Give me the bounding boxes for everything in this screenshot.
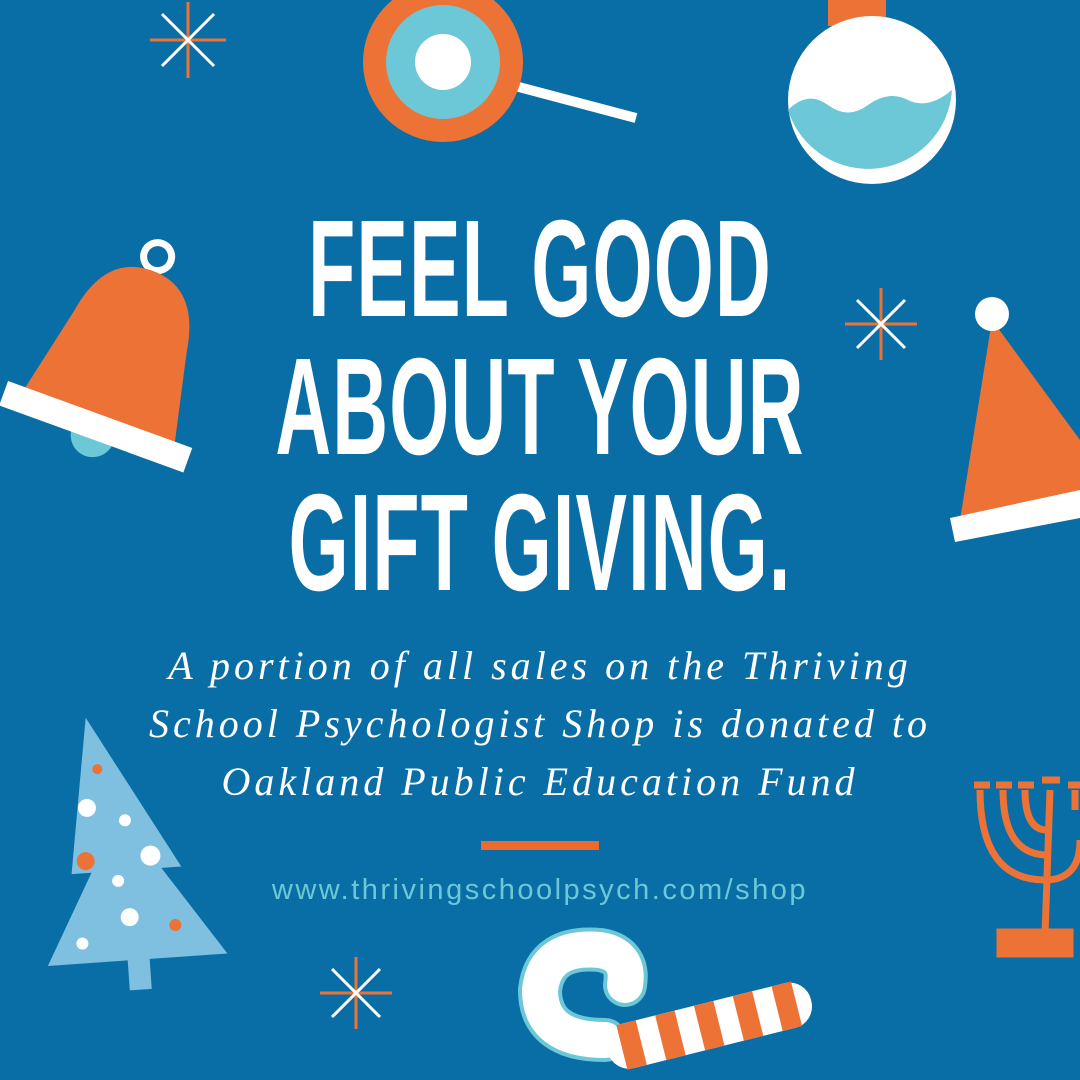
message-line-2: School Psychologist Shop is donated to (149, 701, 931, 746)
headline-line-1: FEEL GOOD (308, 192, 772, 346)
message-line-3: Oakland Public Education Fund (221, 759, 859, 804)
candy-cane-icon (517, 927, 812, 1070)
santa-hat-icon (950, 297, 1080, 542)
ornament-icon (788, 0, 956, 184)
shop-url[interactable]: www.thrivingschoolpsych.com/shop (271, 874, 809, 906)
sparkle-icon (150, 2, 226, 78)
sparkle-icon (320, 957, 392, 1029)
divider (481, 841, 599, 850)
menorah-icon (974, 776, 1080, 958)
christmas-tree-icon (47, 717, 228, 991)
lollipop-icon (363, 0, 638, 142)
headline-line-2: ABOUT YOUR (275, 330, 805, 484)
bell-icon (0, 239, 193, 473)
sparkle-icon (845, 288, 917, 360)
headline-line-3: GIFT GIVING. (288, 466, 792, 620)
message-line-1: A portion of all sales on the Thriving (168, 643, 912, 688)
